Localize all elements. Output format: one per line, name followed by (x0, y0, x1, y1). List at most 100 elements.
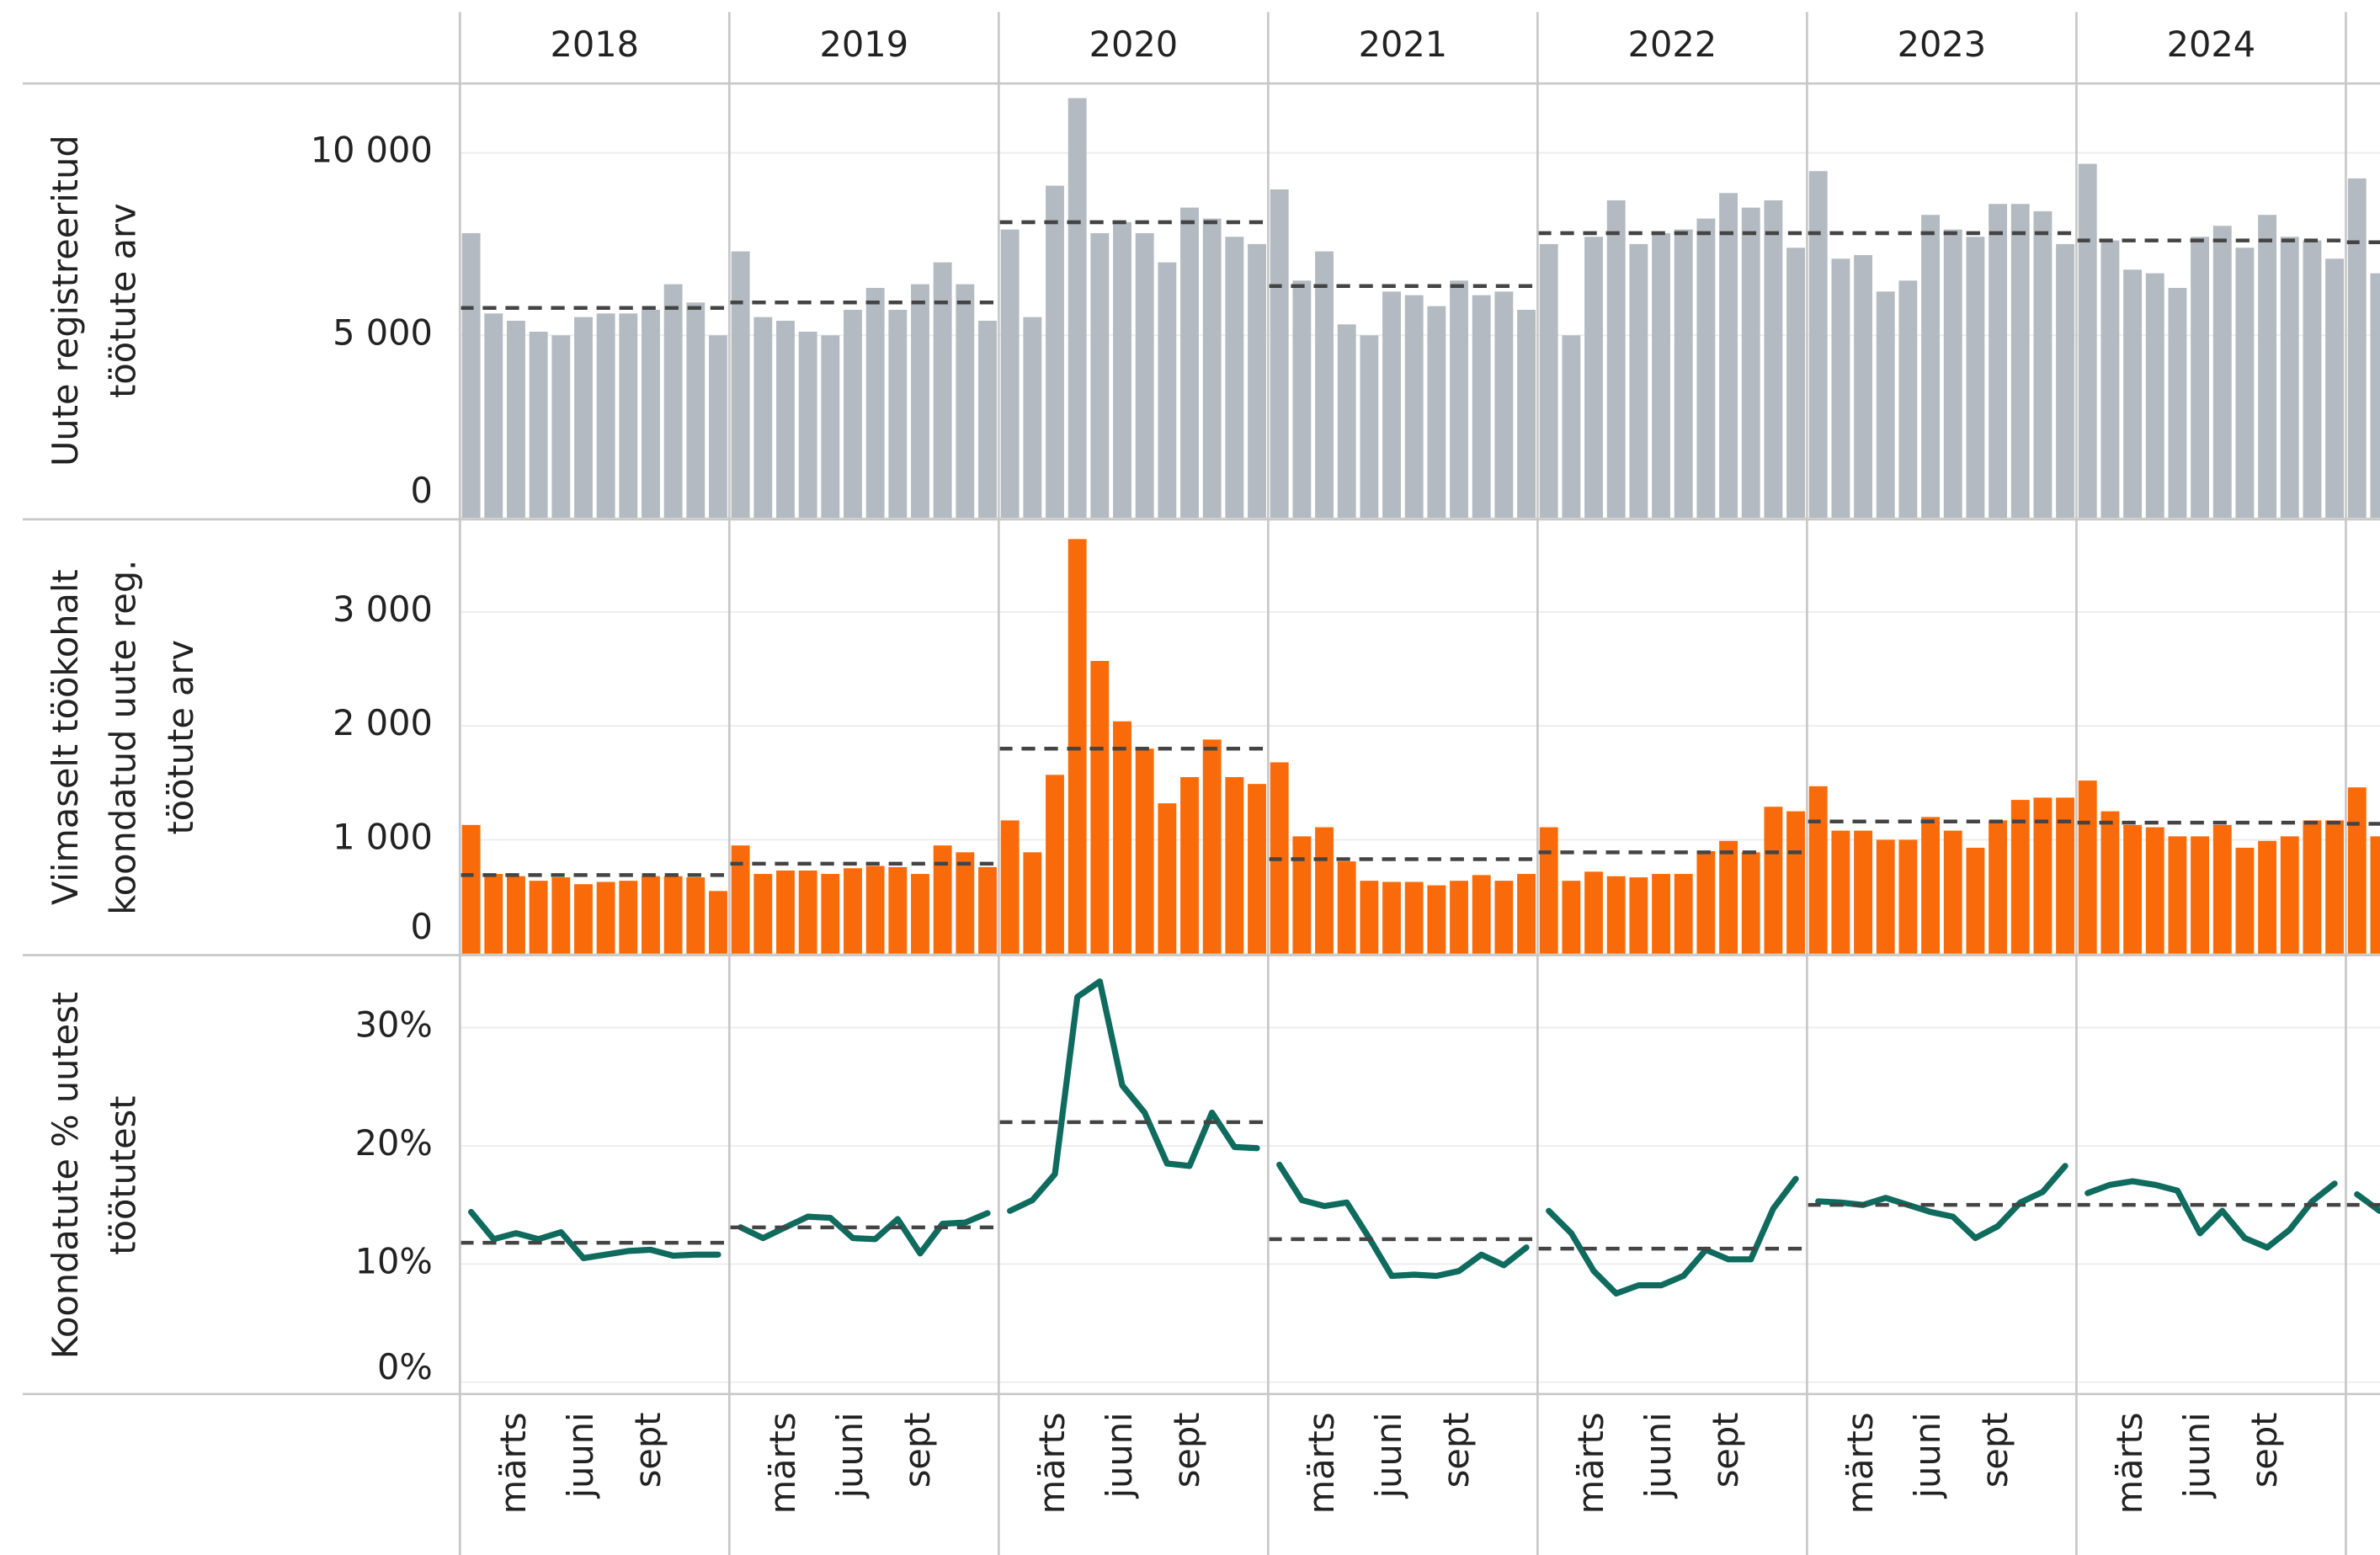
bar (1292, 836, 1312, 954)
bar (663, 284, 683, 519)
bar (1068, 98, 1087, 519)
y-axis-title: Koondatute % uutest (45, 992, 86, 1359)
line (1276, 1161, 1530, 1280)
bar (1606, 200, 1626, 519)
y-tick-label: 20% (355, 1123, 433, 1164)
bar (2033, 797, 2053, 954)
bar (1876, 839, 1895, 954)
bar (1517, 309, 1536, 519)
bar (484, 313, 503, 519)
bar (574, 317, 593, 519)
bar (642, 309, 660, 519)
x-tick-label: märts (2110, 1412, 2150, 1514)
bar (2100, 811, 2120, 954)
bar (1000, 229, 1020, 519)
bar (2280, 836, 2299, 954)
bar (1315, 251, 1334, 519)
bar (551, 877, 571, 954)
y-tick-label: 0 (410, 907, 432, 947)
x-tick-label: märts (493, 1412, 534, 1514)
bar (507, 876, 525, 954)
bar (933, 262, 952, 519)
bar (1202, 218, 1222, 519)
bar (2078, 780, 2097, 954)
x-tick-label: sept (1975, 1412, 2015, 1488)
bar (1404, 881, 1424, 954)
bar (1741, 852, 1760, 954)
y-axis-title: koondatud uute reg. (104, 560, 144, 915)
bar (1270, 189, 1289, 519)
bar (2145, 827, 2164, 954)
bar (1135, 232, 1154, 519)
year-label: 2019 (820, 24, 909, 65)
bar (1404, 295, 1424, 519)
bar (1831, 258, 1850, 519)
bar (529, 331, 548, 519)
bar (529, 881, 548, 954)
line (2354, 1191, 2380, 1214)
bar (2056, 243, 2075, 519)
bar (798, 331, 817, 519)
x-tick-label: juuni (1099, 1412, 1140, 1499)
bar (461, 824, 481, 954)
bar (1696, 850, 1716, 954)
y-tick-label: 0 (410, 471, 432, 511)
bar (1180, 777, 1199, 954)
line (1815, 1163, 2069, 1242)
bar (1158, 803, 1177, 954)
bar (596, 313, 615, 519)
bar (821, 335, 840, 519)
bar (2258, 840, 2277, 954)
bar (1966, 237, 1985, 519)
bar (1562, 881, 1581, 954)
bar (709, 891, 727, 954)
bar (1696, 218, 1716, 519)
bar (1898, 280, 1918, 519)
bar (1023, 852, 1042, 954)
bar (574, 884, 593, 954)
year-label: 2024 (2167, 24, 2256, 65)
bar (865, 865, 885, 954)
bar (1450, 280, 1468, 519)
year-label: 2023 (1898, 24, 1987, 65)
bar (956, 284, 975, 519)
bar (1315, 827, 1334, 954)
bar (1741, 207, 1760, 519)
bar (1202, 739, 1222, 954)
year-label: 2018 (551, 24, 640, 65)
bar (461, 232, 481, 519)
bar (663, 876, 683, 954)
bar (1360, 881, 1379, 954)
bar (2168, 287, 2187, 519)
bar (1719, 840, 1738, 954)
y-tick-label: 0% (377, 1347, 433, 1387)
mark-layer (460, 98, 2380, 1297)
bar (1248, 243, 1266, 519)
line (1546, 1175, 1799, 1297)
bar (731, 845, 750, 954)
bar (2191, 836, 2210, 954)
bar (2347, 178, 2367, 519)
bar (2303, 240, 2322, 519)
bar (2347, 787, 2367, 954)
x-tick-label: sept (897, 1412, 938, 1488)
bar (2168, 836, 2187, 954)
bar (1427, 885, 1446, 954)
bar (1989, 820, 2008, 954)
bar (821, 874, 840, 954)
x-tick-label: sept (1167, 1412, 1207, 1488)
bar (1921, 817, 1941, 954)
y-tick-label: 5 000 (333, 312, 433, 353)
bar (686, 302, 705, 519)
year-label: 2021 (1359, 24, 1448, 65)
year-label: 2022 (1628, 24, 1717, 65)
bar (978, 320, 997, 519)
x-tick-label: sept (628, 1412, 668, 1488)
bar (1989, 204, 2008, 519)
bar (2258, 215, 2277, 519)
bar (1854, 254, 1872, 519)
bar (1764, 807, 1783, 954)
bar (1494, 881, 1514, 954)
bar (619, 881, 638, 954)
